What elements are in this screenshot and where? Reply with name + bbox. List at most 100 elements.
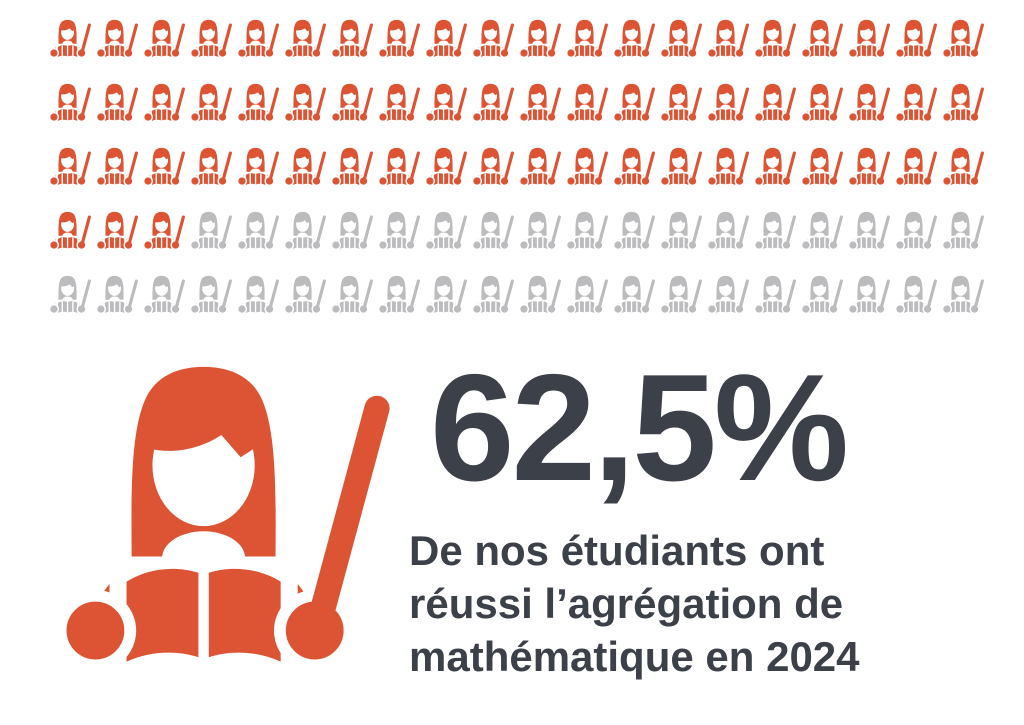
teacher-pictogram-icon bbox=[941, 82, 988, 146]
teacher-pictogram-icon bbox=[471, 146, 518, 210]
teacher-pictogram-icon bbox=[377, 18, 424, 82]
teacher-pictogram-icon bbox=[189, 82, 236, 146]
teacher-pictogram-icon bbox=[330, 210, 377, 274]
teacher-pictogram-icon bbox=[800, 146, 847, 210]
teacher-pictogram-icon bbox=[518, 18, 565, 82]
teacher-pictogram-icon bbox=[800, 274, 847, 338]
teacher-pictogram-icon bbox=[377, 82, 424, 146]
teacher-pictogram-icon bbox=[800, 210, 847, 274]
teacher-pictogram-icon bbox=[941, 146, 988, 210]
teacher-pictogram-icon bbox=[142, 210, 189, 274]
teacher-pictogram-icon bbox=[95, 82, 142, 146]
teacher-pictogram-icon bbox=[142, 18, 189, 82]
teacher-pictogram-icon bbox=[48, 82, 95, 146]
teacher-pictogram-icon bbox=[424, 210, 471, 274]
teacher-pictogram-icon bbox=[424, 18, 471, 82]
teacher-pictogram-icon bbox=[236, 82, 283, 146]
teacher-pictogram-icon bbox=[377, 274, 424, 338]
teacher-pictogram-icon bbox=[518, 210, 565, 274]
teacher-pictogram-icon bbox=[565, 146, 612, 210]
teacher-pictogram-icon bbox=[330, 18, 377, 82]
teacher-pictogram-icon bbox=[706, 18, 753, 82]
teacher-hero-icon bbox=[48, 352, 404, 683]
teacher-pictogram-icon bbox=[612, 18, 659, 82]
teacher-pictogram-icon bbox=[95, 274, 142, 338]
teacher-pictogram-icon bbox=[753, 18, 800, 82]
teacher-pictogram-icon bbox=[518, 146, 565, 210]
teacher-pictogram-icon bbox=[189, 274, 236, 338]
teacher-pictogram-icon bbox=[95, 18, 142, 82]
stat-caption-line-3: mathématique en 2024 bbox=[409, 633, 860, 680]
teacher-pictogram-icon bbox=[800, 82, 847, 146]
stat-value: 62,5% bbox=[430, 343, 849, 513]
teacher-pictogram-icon bbox=[894, 18, 941, 82]
teacher-pictogram-icon bbox=[706, 82, 753, 146]
teacher-pictogram-icon bbox=[236, 146, 283, 210]
teacher-pictogram-icon bbox=[95, 210, 142, 274]
teacher-pictogram-icon bbox=[847, 146, 894, 210]
teacher-pictogram-icon bbox=[800, 18, 847, 82]
teacher-pictogram-icon bbox=[612, 82, 659, 146]
teacher-pictogram-icon bbox=[48, 210, 95, 274]
teacher-pictogram-icon bbox=[424, 146, 471, 210]
teacher-pictogram-icon bbox=[283, 82, 330, 146]
teacher-pictogram-icon bbox=[706, 146, 753, 210]
teacher-pictogram-icon bbox=[330, 82, 377, 146]
teacher-pictogram-icon bbox=[659, 18, 706, 82]
teacher-pictogram-icon bbox=[142, 274, 189, 338]
teacher-pictogram-icon bbox=[659, 146, 706, 210]
teacher-pictogram-icon bbox=[283, 146, 330, 210]
teacher-pictogram-icon bbox=[753, 146, 800, 210]
teacher-pictogram-icon bbox=[189, 18, 236, 82]
teacher-pictogram-icon bbox=[565, 18, 612, 82]
teacher-pictogram-icon bbox=[753, 274, 800, 338]
teacher-pictogram-icon bbox=[659, 210, 706, 274]
stat-caption-line-1: De nos étudiants ont bbox=[409, 527, 825, 574]
teacher-pictogram-icon bbox=[706, 210, 753, 274]
teacher-pictogram-icon bbox=[236, 274, 283, 338]
teacher-pictogram-icon bbox=[612, 210, 659, 274]
teacher-pictogram-icon bbox=[612, 146, 659, 210]
teacher-pictogram-icon bbox=[471, 210, 518, 274]
teacher-pictogram-icon bbox=[894, 274, 941, 338]
stat-caption: De nos étudiants ont réussi l’agrégation… bbox=[409, 524, 860, 683]
teacher-pictogram-icon bbox=[48, 274, 95, 338]
teacher-pictogram-icon bbox=[706, 274, 753, 338]
teacher-pictogram-icon bbox=[847, 82, 894, 146]
teacher-pictogram-icon bbox=[941, 18, 988, 82]
teacher-pictogram-icon bbox=[330, 274, 377, 338]
teacher-pictogram-icon bbox=[894, 210, 941, 274]
teacher-pictogram-icon bbox=[659, 274, 706, 338]
teacher-pictogram-icon bbox=[236, 210, 283, 274]
teacher-pictogram-icon bbox=[941, 210, 988, 274]
teacher-pictogram-icon bbox=[659, 82, 706, 146]
teacher-pictogram-icon bbox=[518, 274, 565, 338]
teacher-pictogram-icon bbox=[894, 82, 941, 146]
teacher-pictogram-icon bbox=[565, 274, 612, 338]
teacher-pictogram-icon bbox=[471, 274, 518, 338]
teacher-pictogram-icon bbox=[283, 274, 330, 338]
teacher-pictogram-icon bbox=[95, 146, 142, 210]
teacher-pictogram-icon bbox=[471, 82, 518, 146]
teacher-pictogram-icon bbox=[48, 18, 95, 82]
teacher-pictogram-icon bbox=[847, 18, 894, 82]
teacher-pictogram-icon bbox=[847, 210, 894, 274]
teacher-pictogram-icon bbox=[142, 82, 189, 146]
teacher-pictogram-icon bbox=[518, 82, 565, 146]
teacher-pictogram-icon bbox=[941, 274, 988, 338]
teacher-pictogram-icon bbox=[847, 274, 894, 338]
teacher-pictogram-icon bbox=[471, 18, 518, 82]
teacher-pictogram-icon bbox=[424, 82, 471, 146]
teacher-pictogram-icon bbox=[753, 82, 800, 146]
teacher-pictogram-icon bbox=[283, 210, 330, 274]
teacher-pictogram-icon bbox=[377, 146, 424, 210]
teacher-pictogram-icon bbox=[753, 210, 800, 274]
teacher-pictogram-icon bbox=[565, 210, 612, 274]
teacher-pictogram-icon bbox=[330, 146, 377, 210]
stat-caption-line-2: réussi l’agrégation de bbox=[409, 580, 844, 627]
teacher-pictogram-icon bbox=[48, 146, 95, 210]
teacher-pictogram-icon bbox=[142, 146, 189, 210]
pictogram-grid bbox=[48, 18, 988, 338]
teacher-pictogram-icon bbox=[189, 210, 236, 274]
teacher-pictogram-icon bbox=[283, 18, 330, 82]
